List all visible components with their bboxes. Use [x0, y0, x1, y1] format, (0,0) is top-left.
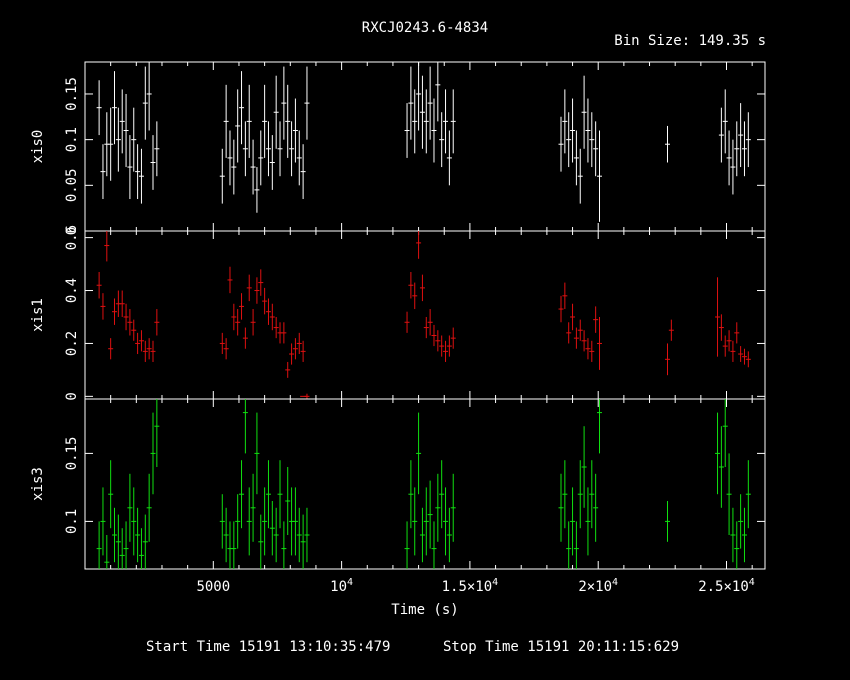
- panels-group: 0 0.05 0.1 0.15 xis0 0 0.2 0.4 0.6 xis1 0.1 0.15 xis…: [30, 61, 766, 595]
- y-axis-label: xis0: [30, 130, 46, 164]
- x-tick-label: 5000: [196, 579, 230, 595]
- x-axis-label: Time (s): [391, 602, 458, 618]
- bin-size-label: Bin Size: 149.35 s: [614, 33, 766, 49]
- chart-title: RXCJ0243.6-4834: [362, 20, 488, 36]
- x-tick-label: 2.5×104: [698, 577, 755, 595]
- y-tick-label: 0: [64, 392, 80, 400]
- x-tick-label: 2×104: [578, 577, 618, 595]
- panel-xis3: 0.1 0.15 xis3: [30, 398, 766, 570]
- y-tick-label: 0: [64, 227, 80, 235]
- x-tick-label: 1.5×104: [442, 577, 499, 595]
- y-tick-label: 0.6: [64, 225, 80, 250]
- x-tick-label-base: 1.5×10: [442, 579, 493, 595]
- x-tick-label-exponent: 4: [347, 577, 353, 588]
- panel-frame: [84, 398, 766, 570]
- series-xis1: [96, 231, 751, 399]
- x-tick-label-base: 10: [330, 579, 347, 595]
- x-tick-label-base: 2.5×10: [698, 579, 749, 595]
- x-tick-label-base: 2×10: [578, 579, 612, 595]
- y-axis-label: xis1: [30, 298, 46, 332]
- y-tick-label: 0.05: [64, 168, 80, 202]
- start-time-label: Start Time 15191 13:10:35:479: [146, 639, 390, 655]
- x-tick-label-base: 5000: [196, 579, 230, 595]
- x-tick-label-exponent: 4: [612, 577, 618, 588]
- series-xis0: [96, 62, 751, 222]
- x-tick-label: 104: [330, 577, 353, 595]
- x-tick-label-exponent: 4: [492, 577, 498, 588]
- y-tick-label: 0.1: [64, 509, 80, 534]
- y-tick-label: 0.15: [64, 77, 80, 111]
- y-tick-label: 0.1: [64, 127, 80, 152]
- stop-time-label: Stop Time 15191 20:11:15:629: [443, 639, 679, 655]
- y-tick-label: 0.2: [64, 331, 80, 356]
- y-tick-label: 0.4: [64, 278, 80, 303]
- y-tick-label: 0.15: [64, 437, 80, 471]
- y-axis-label: xis3: [30, 467, 46, 501]
- panel-xis0: 0 0.05 0.1 0.15 xis0: [30, 61, 766, 235]
- x-tick-label-exponent: 4: [749, 577, 755, 588]
- series-xis3: [96, 399, 751, 569]
